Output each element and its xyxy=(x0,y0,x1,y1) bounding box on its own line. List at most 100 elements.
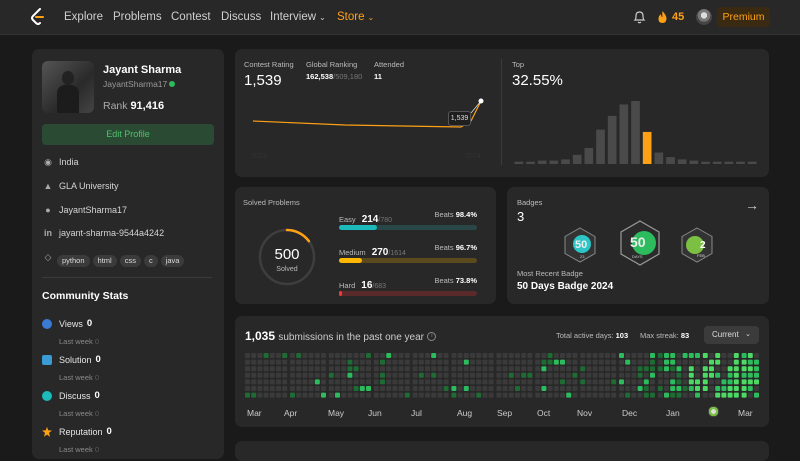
heatmap-cell[interactable] xyxy=(502,359,508,365)
heatmap-cell[interactable] xyxy=(709,372,714,378)
heatmap-cell[interactable] xyxy=(560,366,565,372)
heatmap-cell[interactable] xyxy=(643,359,649,365)
heatmap-cell[interactable] xyxy=(257,372,263,378)
heatmap-cell[interactable] xyxy=(457,359,463,365)
heatmap-cell[interactable] xyxy=(670,372,676,378)
heatmap-cell[interactable] xyxy=(276,366,281,372)
skill-tag[interactable]: css xyxy=(119,255,141,267)
heatmap-cell[interactable] xyxy=(418,353,424,358)
heatmap-cell[interactable] xyxy=(353,386,359,391)
heatmap-cell[interactable] xyxy=(380,366,385,372)
heatmap-cell[interactable] xyxy=(476,392,482,398)
heatmap-cell[interactable] xyxy=(637,386,643,391)
heatmap-cell[interactable] xyxy=(373,353,379,358)
heatmap-cell[interactable] xyxy=(386,392,392,398)
heatmap-cell[interactable] xyxy=(566,379,572,385)
heatmap-cell[interactable] xyxy=(521,359,527,365)
heatmap-cell[interactable] xyxy=(515,366,520,372)
heatmap-cell[interactable] xyxy=(535,386,541,391)
heatmap-cell[interactable] xyxy=(643,366,649,372)
heatmap-cell[interactable] xyxy=(535,353,541,358)
heatmap-cell[interactable] xyxy=(637,392,643,398)
heatmap-cell[interactable] xyxy=(308,386,314,391)
heatmap-cell[interactable] xyxy=(702,386,708,391)
heatmap-cell[interactable] xyxy=(353,379,359,385)
heatmap-cell[interactable] xyxy=(431,366,437,372)
year-select[interactable]: Current ⌄ xyxy=(704,326,759,344)
heatmap-cell[interactable] xyxy=(386,359,392,365)
heatmap-cell[interactable] xyxy=(335,392,340,398)
heatmap-cell[interactable] xyxy=(721,359,727,365)
nav-contest[interactable]: Contest xyxy=(171,11,211,23)
heatmap-cell[interactable] xyxy=(412,366,418,372)
skill-tag[interactable]: java xyxy=(160,255,185,267)
heatmap-cell[interactable] xyxy=(521,392,527,398)
heatmap-cell[interactable] xyxy=(560,392,565,398)
heatmap-cell[interactable] xyxy=(741,359,747,365)
heatmap-cell[interactable] xyxy=(321,366,326,372)
heatmap-cell[interactable] xyxy=(353,353,359,358)
skill-tag[interactable]: html xyxy=(92,255,117,267)
heatmap-cell[interactable] xyxy=(535,372,541,378)
heatmap-cell[interactable] xyxy=(676,353,682,358)
heatmap-cell[interactable] xyxy=(580,353,586,358)
heatmap-cell[interactable] xyxy=(398,366,404,372)
heatmap-cell[interactable] xyxy=(269,366,275,372)
heatmap-cell[interactable] xyxy=(631,366,637,372)
heatmap-cell[interactable] xyxy=(347,366,353,372)
nav-store[interactable]: Store ⌄ xyxy=(337,11,374,23)
heatmap-cell[interactable] xyxy=(625,353,631,358)
heatmap-cell[interactable] xyxy=(290,379,295,385)
heatmap-cell[interactable] xyxy=(709,359,714,365)
heatmap-cell[interactable] xyxy=(715,353,721,358)
heatmap-cell[interactable] xyxy=(747,392,753,398)
heatmap-cell[interactable] xyxy=(547,353,553,358)
heatmap-cell[interactable] xyxy=(380,386,385,391)
heatmap-cell[interactable] xyxy=(302,372,308,378)
heatmap-cell[interactable] xyxy=(443,372,449,378)
info-icon[interactable]: i xyxy=(427,332,437,342)
heatmap-cell[interactable] xyxy=(302,359,308,365)
heatmap-cell[interactable] xyxy=(682,392,688,398)
heatmap-cell[interactable] xyxy=(257,353,263,358)
heatmap-cell[interactable] xyxy=(373,366,379,372)
heatmap-cell[interactable] xyxy=(463,379,469,385)
heatmap-cell[interactable] xyxy=(508,366,514,372)
heatmap-cell[interactable] xyxy=(580,379,586,385)
heatmap-cell[interactable] xyxy=(611,379,617,385)
badge-50-days-2023-icon[interactable]: 50 23 xyxy=(562,227,598,263)
heatmap-cell[interactable] xyxy=(425,379,430,385)
heatmap-cell[interactable] xyxy=(443,359,449,365)
heatmap-cell[interactable] xyxy=(688,392,694,398)
heatmap-cell[interactable] xyxy=(451,359,457,365)
heatmap-cell[interactable] xyxy=(296,372,302,378)
heatmap-cell[interactable] xyxy=(451,379,457,385)
heatmap-cell[interactable] xyxy=(619,372,624,378)
heatmap-cell[interactable] xyxy=(366,353,371,358)
heatmap-cell[interactable] xyxy=(496,353,502,358)
heatmap-cell[interactable] xyxy=(727,386,733,391)
heatmap-cell[interactable] xyxy=(733,372,739,378)
heatmap-cell[interactable] xyxy=(702,366,708,372)
heatmap-cell[interactable] xyxy=(676,379,682,385)
heatmap-cell[interactable] xyxy=(702,379,708,385)
heatmap-cell[interactable] xyxy=(482,392,488,398)
heatmap-cell[interactable] xyxy=(296,386,302,391)
heatmap-cell[interactable] xyxy=(631,359,637,365)
heatmap-cell[interactable] xyxy=(721,366,727,372)
heatmap-cell[interactable] xyxy=(508,379,514,385)
heatmap-cell[interactable] xyxy=(688,386,694,391)
heatmap-cell[interactable] xyxy=(386,353,392,358)
heatmap-cell[interactable] xyxy=(572,379,578,385)
heatmap-cell[interactable] xyxy=(451,386,457,391)
heatmap-cell[interactable] xyxy=(541,386,547,391)
heatmap-cell[interactable] xyxy=(386,366,392,372)
heatmap-cell[interactable] xyxy=(695,353,700,358)
heatmap-cell[interactable] xyxy=(251,379,257,385)
heatmap-cell[interactable] xyxy=(515,353,520,358)
heatmap-cell[interactable] xyxy=(741,386,747,391)
heatmap-cell[interactable] xyxy=(688,379,694,385)
heatmap-cell[interactable] xyxy=(625,386,631,391)
heatmap-cell[interactable] xyxy=(290,359,295,365)
heatmap-cell[interactable] xyxy=(598,392,604,398)
